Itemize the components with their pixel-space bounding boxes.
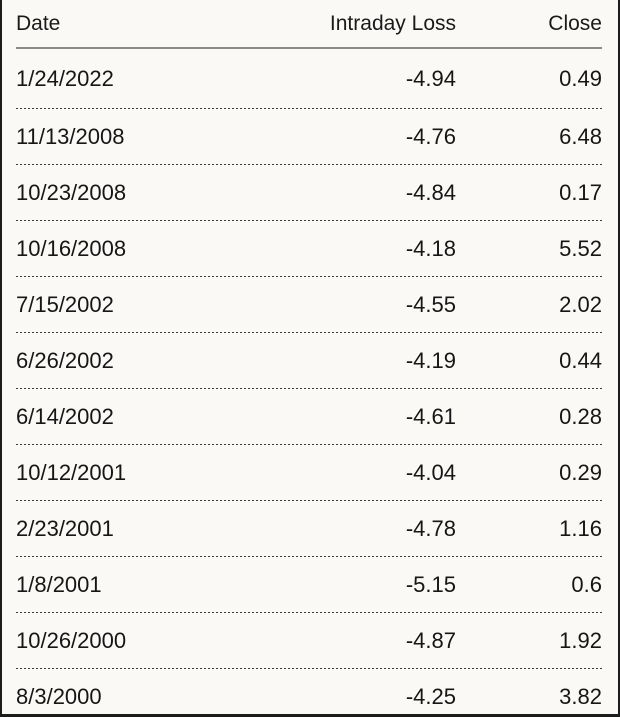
cell-intraday-loss: -4.87 (405, 628, 456, 653)
cell-intraday-loss: -4.84 (405, 180, 456, 205)
cell-intraday-loss: -4.94 (405, 66, 456, 91)
table-row: 6/26/2002 -4.19 0.44 (16, 333, 602, 389)
cell-close: 0.49 (559, 66, 602, 91)
cell-close: 0.44 (559, 348, 602, 373)
cell-date: 10/23/2008 (16, 180, 127, 205)
table-row: 10/23/2008 -4.84 0.17 (16, 165, 602, 221)
row-divider (16, 220, 602, 221)
cell-intraday-loss: -4.61 (405, 404, 456, 429)
row-divider (16, 332, 602, 333)
column-header-date: Date (16, 11, 61, 35)
cell-close: 3.82 (559, 684, 602, 709)
row-divider (16, 108, 602, 109)
row-divider (16, 556, 602, 557)
row-divider (16, 612, 602, 613)
table-row: 1/8/2001 -5.15 0.6 (16, 557, 602, 613)
cell-intraday-loss: -4.04 (405, 460, 456, 485)
table-row: 10/26/2000 -4.87 1.92 (16, 613, 602, 669)
cell-close: 5.52 (559, 236, 602, 261)
cell-date: 11/13/2008 (16, 124, 125, 149)
cell-date: 10/16/2008 (16, 236, 127, 261)
cell-close: 1.16 (559, 516, 602, 541)
row-divider (16, 444, 602, 445)
cell-intraday-loss: -4.76 (405, 124, 456, 149)
row-divider (16, 276, 602, 277)
row-divider (16, 388, 602, 389)
cell-close: 0.29 (559, 460, 602, 485)
table-row: 8/3/2000 -4.25 3.82 (16, 669, 602, 714)
cell-intraday-loss: -4.25 (405, 684, 456, 709)
cell-close: 0.28 (559, 404, 602, 429)
cell-close: 0.6 (571, 572, 602, 597)
cell-date: 10/26/2000 (16, 628, 127, 653)
cell-close: 6.48 (559, 124, 602, 149)
cell-date: 7/15/2002 (16, 292, 114, 317)
cell-date: 6/26/2002 (16, 348, 114, 373)
cell-date: 10/12/2001 (16, 460, 127, 485)
cell-close: 0.17 (559, 180, 602, 205)
table-row: 2/23/2001 -4.78 1.16 (16, 501, 602, 557)
cell-date: 1/8/2001 (16, 572, 102, 597)
table-row: 10/12/2001 -4.04 0.29 (16, 445, 602, 501)
cell-date: 6/14/2002 (16, 404, 114, 429)
cell-date: 8/3/2000 (16, 684, 102, 709)
table-row: 11/13/2008 -4.76 6.48 (16, 109, 602, 165)
cell-intraday-loss: -4.78 (405, 516, 456, 541)
table-row: 1/24/2022 -4.94 0.49 (16, 49, 602, 109)
table-row: 6/14/2002 -4.61 0.28 (16, 389, 602, 445)
cell-close: 2.02 (559, 292, 602, 317)
cell-close: 1.92 (559, 628, 602, 653)
row-divider (16, 668, 602, 669)
cell-intraday-loss: -4.19 (405, 348, 456, 373)
row-divider (16, 164, 602, 165)
table-row: 10/16/2008 -4.18 5.52 (16, 221, 602, 277)
cell-date: 2/23/2001 (16, 516, 114, 541)
cell-intraday-loss: -4.55 (405, 292, 456, 317)
row-divider (16, 500, 602, 501)
column-header-intraday-loss: Intraday Loss (329, 11, 456, 35)
table-header: Date Intraday Loss Close (16, 0, 602, 47)
cell-intraday-loss: -4.18 (405, 236, 456, 261)
cell-date: 1/24/2022 (16, 66, 114, 91)
header-divider (16, 47, 602, 49)
cell-intraday-loss: -5.15 (405, 572, 456, 597)
table-row: 7/15/2002 -4.55 2.02 (16, 277, 602, 333)
column-header-close: Close (548, 11, 602, 35)
table-body: 1/24/2022 -4.94 0.49 11/13/2008 -4.76 6.… (16, 49, 602, 714)
